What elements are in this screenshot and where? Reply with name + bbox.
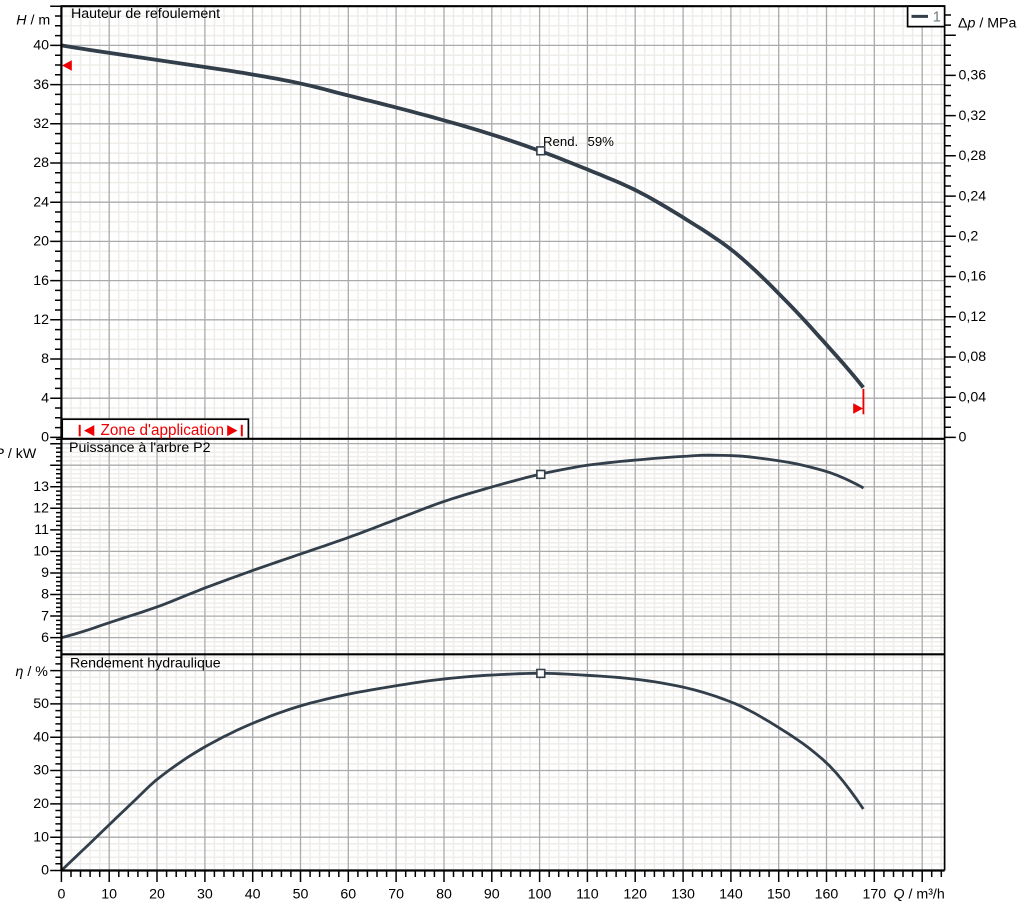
svg-text:0: 0: [57, 886, 65, 902]
svg-text:6: 6: [41, 630, 49, 646]
svg-text:0,32: 0,32: [959, 108, 987, 124]
svg-text:Rendement hydraulique: Rendement hydraulique: [70, 655, 221, 671]
svg-text:140: 140: [719, 886, 743, 902]
svg-text:150: 150: [767, 886, 791, 902]
svg-text:0,08: 0,08: [959, 349, 987, 365]
svg-text:Δp / MPa: Δp / MPa: [958, 15, 1016, 31]
svg-text:1: 1: [933, 9, 941, 25]
svg-text:32: 32: [33, 116, 49, 132]
svg-text:0: 0: [41, 430, 49, 446]
svg-text:0: 0: [959, 430, 967, 446]
svg-text:P / kW: P / kW: [0, 446, 37, 462]
svg-text:170: 170: [862, 886, 886, 902]
svg-text:4: 4: [41, 390, 49, 406]
svg-text:20: 20: [33, 234, 49, 250]
svg-text:60: 60: [340, 886, 356, 902]
svg-text:8: 8: [41, 351, 49, 367]
svg-text:100: 100: [528, 886, 552, 902]
svg-text:90: 90: [484, 886, 500, 902]
svg-text:80: 80: [436, 886, 452, 902]
svg-text:16: 16: [33, 273, 49, 289]
svg-text:30: 30: [33, 763, 49, 779]
svg-text:59%: 59%: [588, 134, 615, 149]
svg-text:120: 120: [623, 886, 647, 902]
svg-text:10: 10: [101, 886, 117, 902]
svg-text:130: 130: [671, 886, 695, 902]
svg-text:Rend.: Rend.: [543, 134, 578, 149]
svg-text:0,24: 0,24: [959, 188, 987, 204]
svg-text:Q / m³/h: Q / m³/h: [894, 886, 945, 902]
svg-text:12: 12: [33, 312, 49, 328]
svg-text:20: 20: [149, 886, 165, 902]
svg-text:H / m: H / m: [16, 12, 50, 28]
svg-text:0,28: 0,28: [959, 148, 987, 164]
svg-text:50: 50: [293, 886, 309, 902]
svg-text:11: 11: [34, 522, 49, 538]
svg-text:36: 36: [33, 77, 49, 93]
svg-text:30: 30: [197, 886, 213, 902]
svg-text:24: 24: [33, 194, 49, 210]
svg-text:0,2: 0,2: [959, 229, 979, 245]
svg-text:40: 40: [245, 886, 261, 902]
svg-text:Hauteur de refoulement: Hauteur de refoulement: [71, 6, 220, 22]
svg-text:12: 12: [33, 501, 49, 517]
svg-text:7: 7: [41, 608, 49, 624]
svg-text:9: 9: [41, 565, 49, 581]
svg-text:110: 110: [576, 886, 599, 902]
svg-text:Zone d'application: Zone d'application: [101, 422, 225, 439]
svg-text:40: 40: [33, 38, 49, 54]
svg-text:70: 70: [388, 886, 404, 902]
svg-text:160: 160: [815, 886, 839, 902]
svg-text:8: 8: [41, 587, 49, 603]
svg-text:10: 10: [33, 829, 49, 845]
svg-text:η / %: η / %: [16, 664, 49, 680]
svg-text:0,04: 0,04: [959, 389, 987, 405]
svg-text:50: 50: [33, 696, 49, 712]
svg-text:28: 28: [33, 155, 49, 171]
svg-text:10: 10: [33, 544, 49, 560]
svg-text:0,12: 0,12: [959, 309, 987, 325]
svg-text:0,36: 0,36: [959, 68, 987, 84]
svg-text:20: 20: [33, 796, 49, 812]
svg-text:Puissance à l'arbre P2: Puissance à l'arbre P2: [69, 440, 211, 456]
svg-text:13: 13: [33, 479, 49, 495]
svg-text:0: 0: [41, 863, 49, 879]
svg-text:0,16: 0,16: [959, 269, 987, 285]
svg-text:40: 40: [33, 729, 49, 745]
